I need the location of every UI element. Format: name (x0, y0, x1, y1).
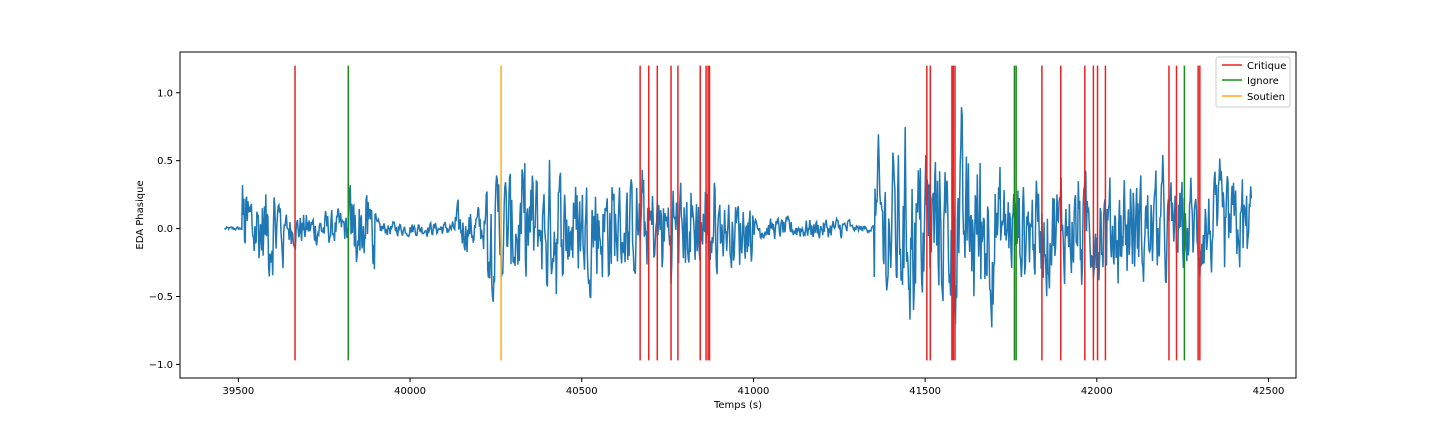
axes-frame (179, 51, 1297, 379)
x-tick-label: 42500 (1253, 386, 1285, 397)
y-axis-label: EDA Phasique (135, 180, 146, 249)
x-tick-label: 40500 (566, 386, 598, 397)
y-tick-label: −0.5 (149, 292, 173, 303)
legend-box (1215, 56, 1291, 108)
legend-label-ignore: Ignore (1247, 76, 1279, 87)
x-tick-label: 39500 (222, 386, 254, 397)
y-tick-label: 0.5 (157, 156, 173, 167)
legend: Critique Ignore Soutien (1215, 56, 1291, 108)
y-tick-label: 1.0 (157, 88, 173, 99)
x-axis-ticks: 39500 40000 40500 41000 41500 42000 42500 (222, 378, 1284, 397)
legend-label-critique: Critique (1247, 61, 1286, 72)
y-axis-ticks: 1.0 0.5 0.0 −0.5 −1.0 (149, 88, 180, 371)
x-axis-label: Temps (s) (713, 400, 762, 411)
plot-area (224, 65, 1253, 361)
signal-line (224, 107, 1253, 328)
y-tick-label: 0.0 (157, 224, 173, 235)
x-tick-label: 41000 (738, 386, 770, 397)
x-tick-label: 42000 (1081, 386, 1113, 397)
y-tick-label: −1.0 (149, 360, 173, 371)
x-tick-label: 40000 (394, 386, 426, 397)
x-tick-label: 41500 (909, 386, 941, 397)
legend-label-soutien: Soutien (1247, 92, 1285, 103)
